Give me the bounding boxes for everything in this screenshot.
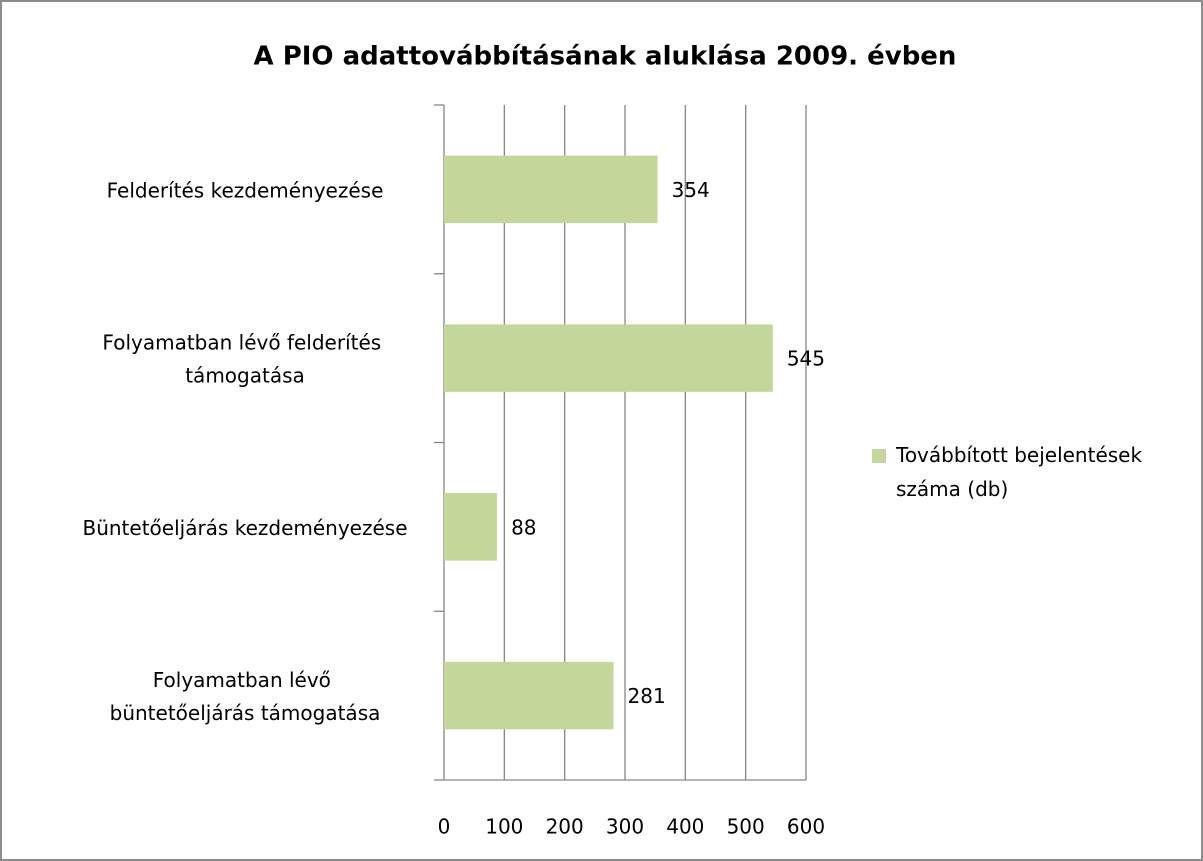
x-tick-label: 600	[787, 815, 825, 839]
legend-label: Továbbított bejelentések száma (db)	[895, 443, 1148, 501]
y-tick-label: Folyamatban lévő büntetőeljárás támogatá…	[110, 668, 381, 725]
data-label: 545	[787, 347, 825, 371]
x-tick-label: 400	[666, 815, 704, 839]
x-tick-label: 0	[438, 815, 451, 839]
bar	[444, 155, 658, 224]
chart-title: A PIO adattovábbításának aluklása 2009. …	[254, 42, 957, 72]
legend-swatch	[872, 449, 886, 463]
y-tick-label: Felderítés kezdeményezése	[107, 178, 384, 202]
x-tick-label: 500	[727, 815, 765, 839]
bar	[444, 493, 498, 561]
data-label: 354	[672, 178, 710, 202]
y-tick-label: Folyamatban lévő felderítés támogatása	[102, 330, 387, 387]
data-label: 88	[511, 515, 536, 539]
data-label: 281	[628, 684, 666, 708]
bar	[444, 661, 614, 730]
x-tick-label: 200	[546, 815, 584, 839]
x-tick-label: 100	[485, 815, 523, 839]
x-tick-label: 300	[606, 815, 644, 839]
bar	[444, 324, 773, 392]
y-tick-label: Büntetőeljárás kezdeményezése	[82, 515, 407, 539]
